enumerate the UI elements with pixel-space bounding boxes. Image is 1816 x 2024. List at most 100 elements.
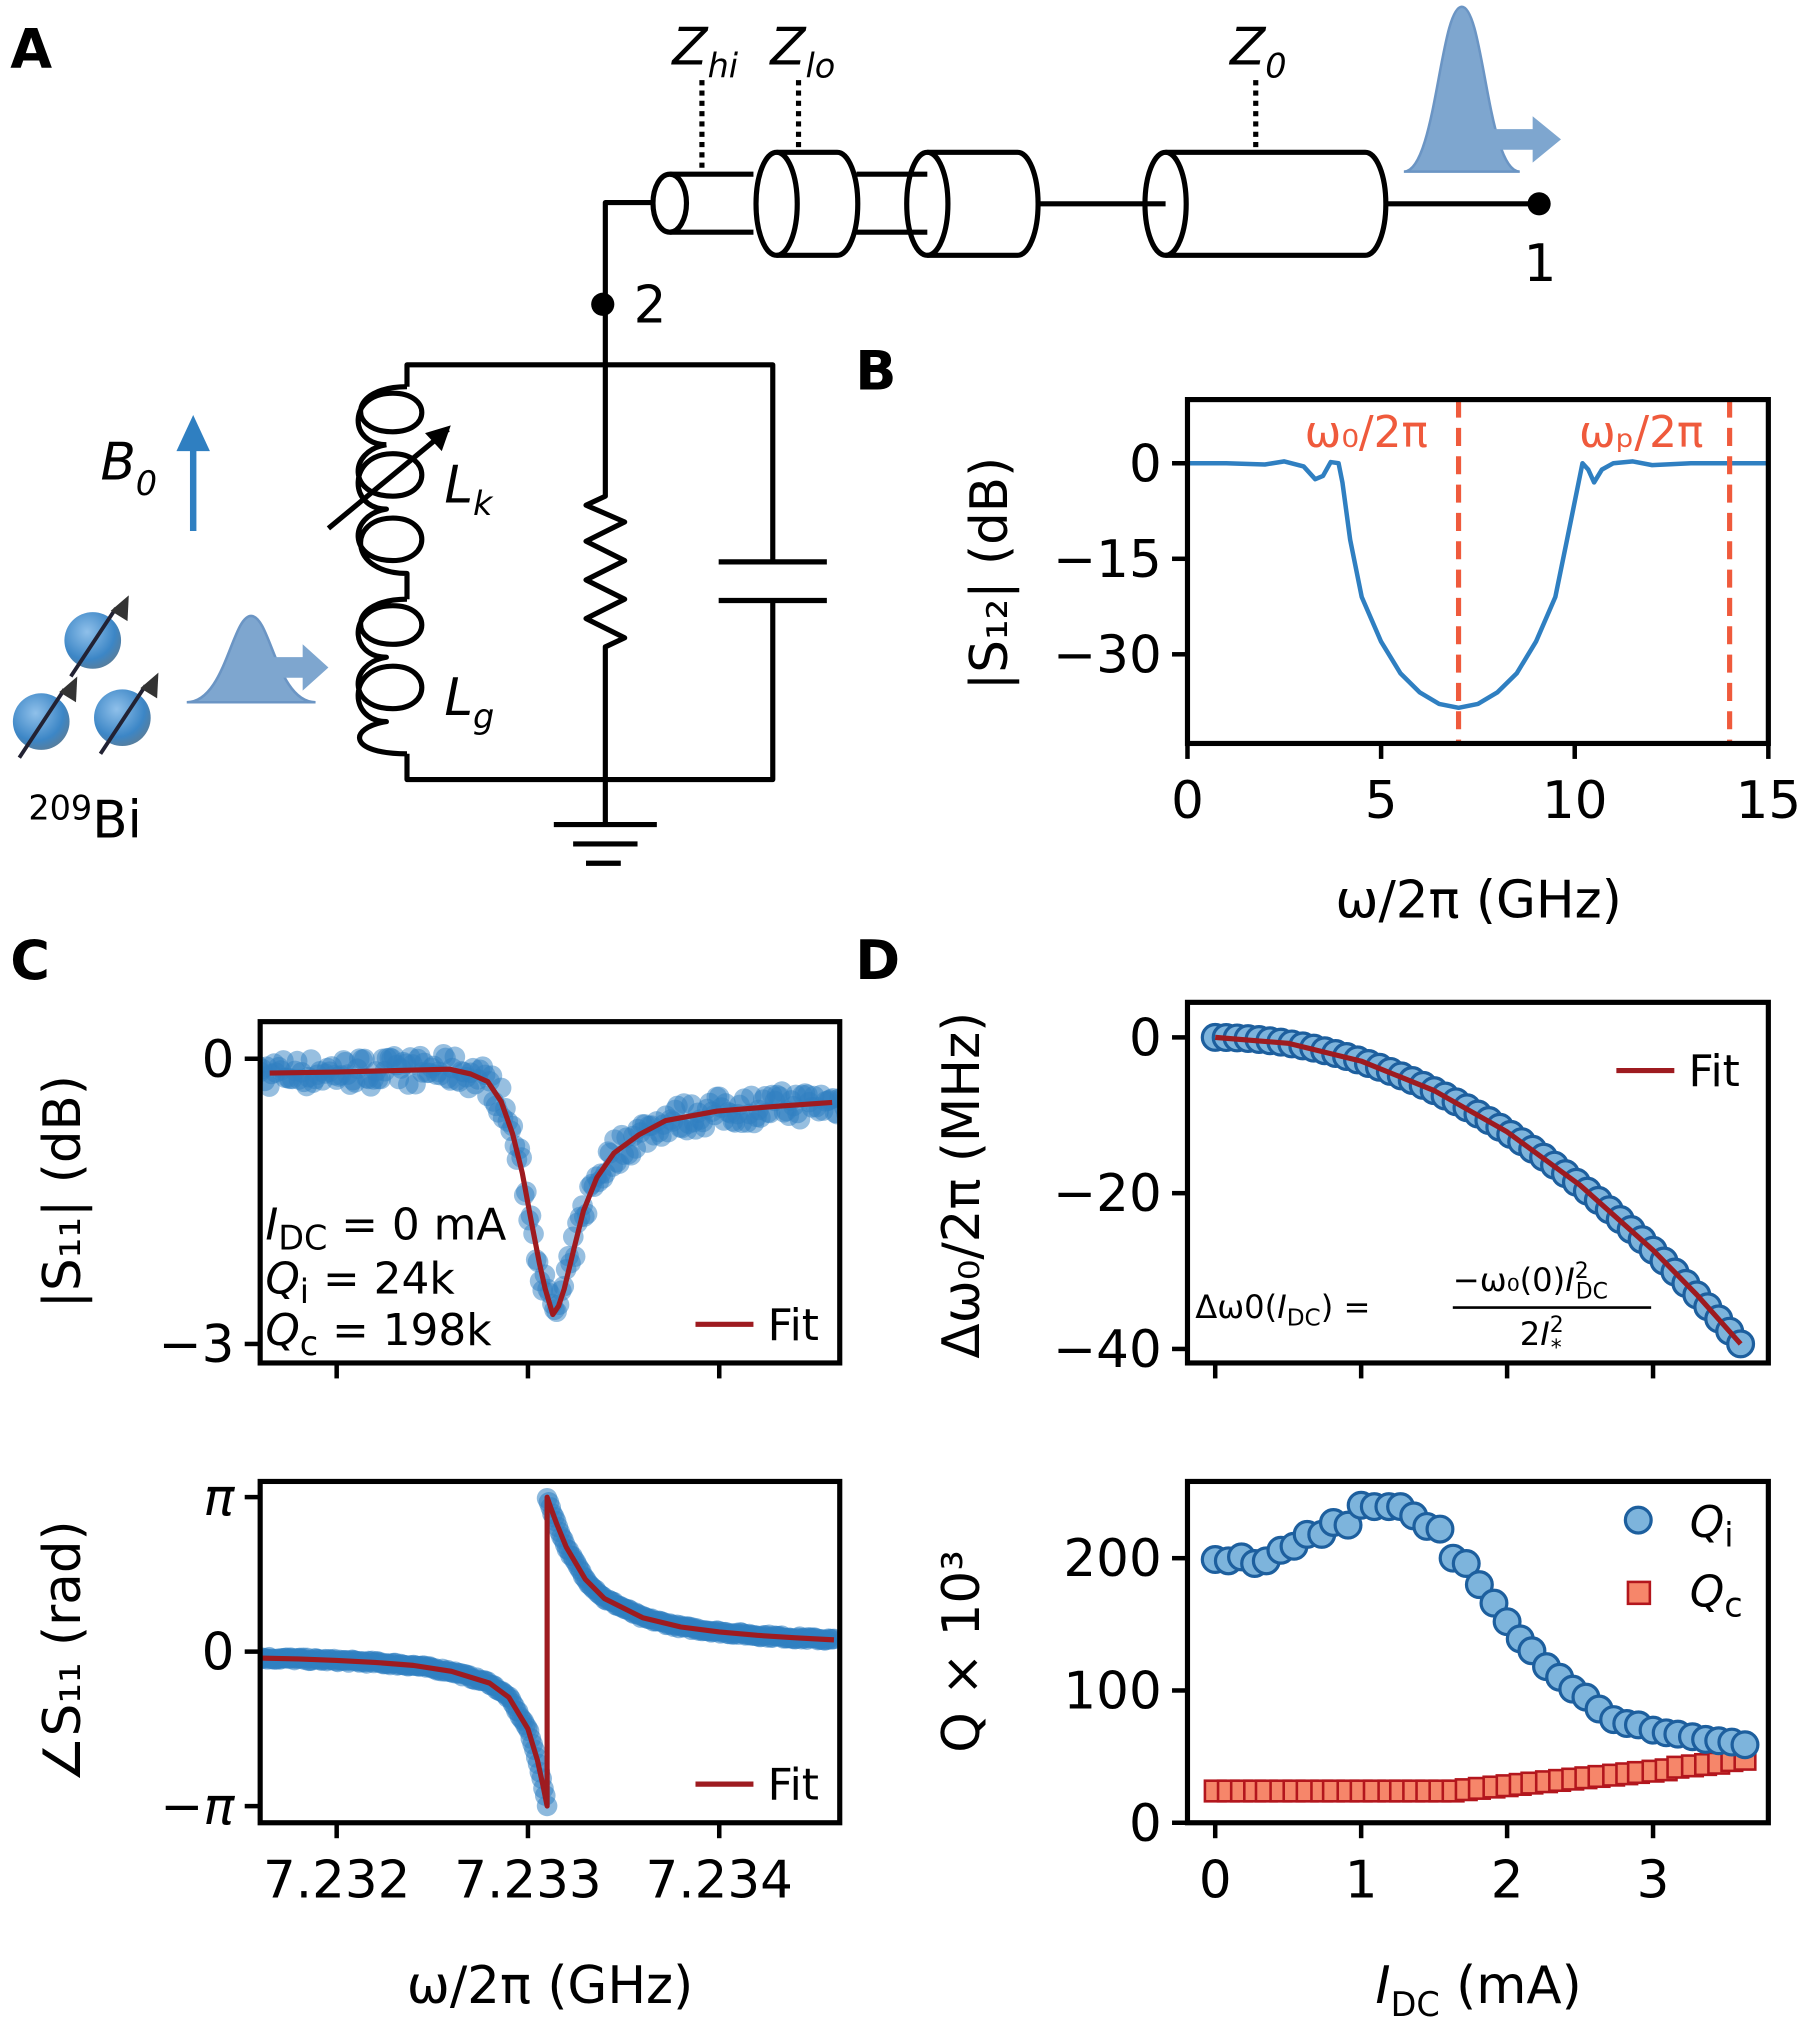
x-tick-label: 0 — [1199, 1850, 1232, 1910]
y-tick-label: −3 — [158, 1315, 234, 1375]
y-tick-label: π — [203, 1468, 235, 1528]
legend-fit-label: Fit — [768, 1300, 819, 1351]
x-tick-label: 2 — [1491, 1850, 1524, 1910]
y-tick-label: −40 — [1053, 1320, 1162, 1380]
axes-frame — [257, 1478, 843, 1826]
y-tick-label: −20 — [1053, 1164, 1162, 1224]
y-axis-label: Δω₀/2π (MHz) — [932, 1012, 992, 1359]
resonator-frame — [404, 362, 776, 783]
x-tick-label: 7.234 — [646, 1850, 793, 1910]
z-lo-label: Zlo — [768, 18, 835, 86]
z-0-label: Z0 — [1228, 18, 1287, 86]
panel-label-b: B — [855, 339, 896, 402]
y-tick-label: 0 — [1129, 1008, 1162, 1068]
axes-frame — [257, 1019, 843, 1366]
coax-z-lo-1 — [753, 149, 861, 258]
panel-label-d: D — [855, 929, 900, 992]
legend-fit-label: Fit — [768, 1760, 819, 1811]
plot-area — [1187, 399, 1769, 744]
y-axis-label: |S₁₁| (dB) — [33, 1075, 93, 1308]
x-tick-label: 15 — [1736, 771, 1802, 831]
y-tick-label: −30 — [1053, 625, 1162, 685]
x-axis-label: IDC (mA) — [1375, 1956, 1581, 2024]
lg-label: Lg — [444, 668, 494, 736]
plot-area — [260, 1044, 862, 1322]
legend-qc-marker — [1626, 1580, 1652, 1606]
capacitor — [718, 559, 827, 604]
qi-point — [1425, 1514, 1455, 1544]
legend-fit-label: Fit — [1688, 1046, 1739, 1097]
circuit-diagram: Zhi Zlo Z0 1 2 — [12, 5, 1561, 866]
coax-z-hi-2 — [856, 171, 928, 235]
svg-text:2I2*: 2I2 * — [1520, 1313, 1564, 1361]
x-tick-label: 7.232 — [263, 1850, 410, 1910]
port-2-label: 2 — [634, 275, 667, 335]
spin-icon — [12, 676, 78, 759]
geometric-inductor — [355, 596, 425, 757]
arrowhead-icon — [425, 425, 451, 452]
spin-icon — [94, 672, 159, 755]
y-tick-label: 0 — [1129, 1794, 1162, 1854]
b0-label: B0 — [100, 432, 157, 502]
variable-arrow-icon — [326, 427, 450, 531]
annotation-idc: IDC = 0 mA — [265, 1199, 506, 1257]
qi-point — [1464, 1570, 1494, 1600]
panel-label-c: C — [10, 929, 50, 992]
omega0-annotation: ω₀/2π — [1305, 407, 1428, 458]
legend-qi-label: Qi — [1690, 1497, 1734, 1555]
y-tick-label: 200 — [1063, 1529, 1161, 1589]
axes-frame — [1184, 397, 1771, 747]
y-tick-label: 100 — [1063, 1662, 1161, 1722]
annotation-qi: Qi = 24k — [265, 1253, 455, 1311]
omegap-annotation: ωₚ/2π — [1579, 407, 1703, 458]
qi-point — [1451, 1548, 1481, 1578]
coax-z-0 — [1142, 149, 1389, 258]
chart-s12: |S₁₂| (dB) ω/2π (GHz) ω₀/2π ωₚ/2π 0 5 10 15… — [960, 397, 1802, 930]
plot-area — [1200, 1490, 1760, 1803]
fit-line — [260, 1494, 835, 1809]
fit-formula: Δω0(IDC) = −ω₀(0)I2 DC 2I2 * — [1195, 1259, 1652, 1361]
axes-frame — [1184, 1478, 1771, 1826]
x-tick-label: 10 — [1542, 771, 1608, 831]
qi-point — [1730, 1730, 1760, 1760]
data-point — [841, 1096, 862, 1117]
annotation-qc: Qc = 198k — [265, 1305, 492, 1363]
x-axis-label: ω/2π (GHz) — [407, 1956, 693, 2016]
legend-qi-marker — [1623, 1505, 1653, 1535]
chart-frequency-shift: Δω₀/2π (MHz) Fit Δω0(IDC) = −ω₀(0)I2 DC 2… — [932, 999, 1771, 1380]
lk-label: Lk — [444, 456, 494, 524]
kinetic-inductor — [355, 384, 425, 600]
y-tick-label: 0 — [1129, 434, 1162, 494]
coax-z-lo-2 — [904, 149, 1041, 258]
x-axis-label: ω/2π (GHz) — [1335, 870, 1621, 930]
chart-s11-magnitude: |S₁₁| (dB) IDC = 0 mA Qi = 24k Qc = 198k… — [33, 1019, 862, 1379]
z-hi-label: Zhi — [670, 18, 738, 86]
resistor — [583, 364, 628, 780]
x-tick-label: 1 — [1345, 1850, 1378, 1910]
plot-area — [1200, 1022, 1756, 1359]
port-1-node — [1527, 192, 1551, 216]
input-pulse-icon — [186, 614, 329, 704]
y-tick-label: 0 — [202, 1030, 235, 1090]
chart-quality-factors: Q × 10³ IDC (mA) Qi Qc 0 1 2 3 0 100 200 — [932, 1478, 1771, 2024]
panel-label-a: A — [10, 17, 52, 80]
x-tick-label: 5 — [1365, 771, 1398, 831]
y-tick-label: −π — [160, 1777, 235, 1837]
port-2-node — [591, 292, 615, 316]
y-tick-label: 0 — [202, 1623, 235, 1683]
qi-point — [1333, 1510, 1363, 1540]
y-axis-label: |S₁₂| (dB) — [960, 457, 1020, 690]
svg-text:Δω0(IDC) =: Δω0(IDC) = — [1195, 1288, 1370, 1332]
x-tick-label: 3 — [1637, 1850, 1670, 1910]
output-pulse-icon — [1403, 5, 1561, 173]
ground-icon — [553, 779, 657, 866]
y-axis-label: Q × 10³ — [932, 1550, 992, 1753]
b0-arrowhead-icon — [176, 415, 210, 452]
y-axis-label: ∠S₁₁ (rad) — [33, 1520, 93, 1782]
isotope-label: 209Bi — [28, 788, 142, 850]
fit-line — [1214, 1034, 1743, 1346]
y-tick-label: −15 — [1053, 530, 1162, 590]
plot-area — [260, 1487, 840, 1817]
